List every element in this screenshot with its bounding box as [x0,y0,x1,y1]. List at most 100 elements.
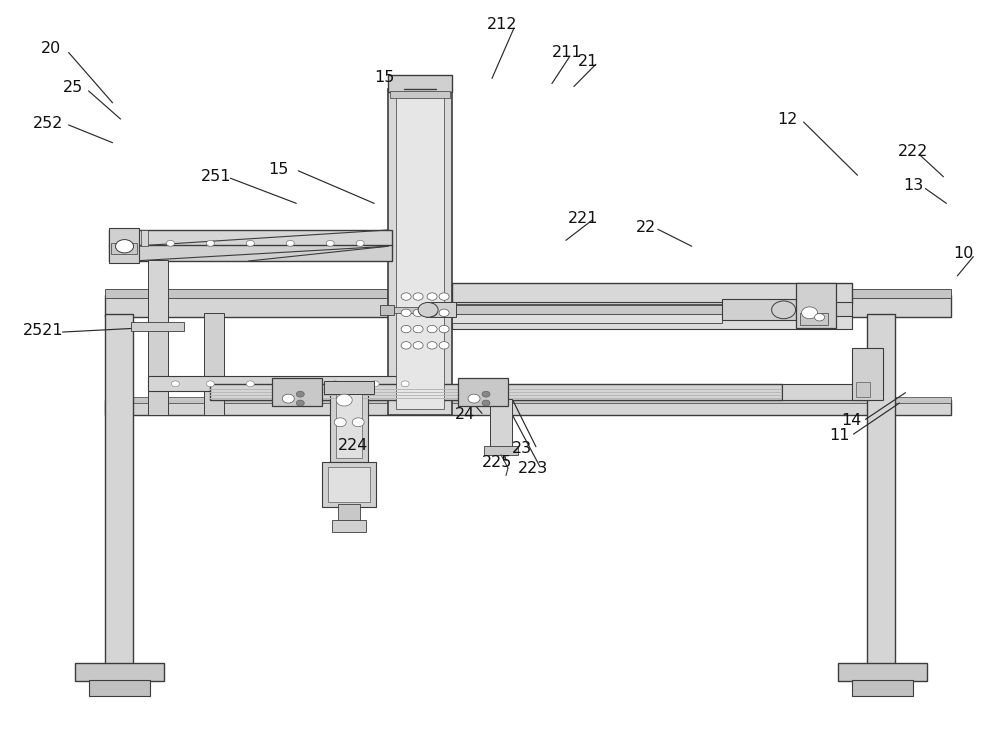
Bar [105,400,951,415]
Bar [109,228,139,262]
Text: 212: 212 [487,17,518,32]
Circle shape [439,342,449,349]
Circle shape [439,309,449,316]
Bar [272,378,322,406]
Text: 251: 251 [200,169,231,185]
Circle shape [413,325,423,333]
Circle shape [815,313,825,321]
Bar [396,94,444,409]
Bar [852,348,883,400]
Circle shape [482,400,490,406]
Text: 12: 12 [778,112,798,127]
Bar [322,462,376,507]
Circle shape [401,342,411,349]
Circle shape [352,418,364,427]
Bar [867,314,895,666]
Circle shape [427,309,437,316]
Bar [109,245,392,261]
Circle shape [401,381,409,387]
Bar [452,307,792,313]
Circle shape [334,418,346,427]
Circle shape [282,394,294,403]
Bar [490,399,512,452]
Bar [109,230,392,246]
Text: 24: 24 [455,408,475,422]
Bar [452,316,852,329]
Circle shape [206,240,214,246]
Circle shape [439,293,449,300]
Circle shape [401,325,411,333]
Circle shape [171,381,179,387]
Bar [390,307,430,313]
Bar [458,378,508,406]
Bar [148,259,168,326]
Circle shape [418,302,438,317]
Bar [390,91,450,99]
Text: 20: 20 [41,41,61,56]
Text: 223: 223 [518,461,548,476]
Bar [210,389,782,391]
Circle shape [286,240,294,246]
Bar [111,242,137,253]
Bar [452,283,852,304]
Bar [105,289,951,298]
Bar [330,390,368,462]
Bar [89,679,150,696]
Circle shape [772,301,796,319]
Bar [338,504,360,522]
Bar [105,295,951,317]
Circle shape [296,391,304,397]
Text: 21: 21 [578,54,598,69]
Bar [75,663,164,681]
Text: 22: 22 [636,219,656,234]
Bar [452,302,852,317]
Bar [324,381,374,394]
Bar [210,392,782,393]
Bar [105,314,133,666]
Bar [131,322,184,330]
Text: 23: 23 [512,441,532,456]
Text: 225: 225 [482,455,512,470]
Bar [782,384,871,400]
Circle shape [296,400,304,406]
Bar [210,384,782,400]
Circle shape [802,307,818,319]
Bar [838,663,927,681]
Text: 14: 14 [842,413,862,428]
Text: 222: 222 [897,144,928,159]
Bar [328,467,370,502]
Circle shape [427,293,437,300]
Bar [452,304,722,323]
Text: 15: 15 [268,162,289,177]
Circle shape [206,381,214,387]
Bar [800,313,828,325]
Circle shape [482,391,490,397]
Circle shape [116,239,134,253]
Circle shape [246,240,254,246]
Circle shape [427,325,437,333]
Bar [380,305,394,315]
Bar [484,446,518,455]
Bar [141,230,148,246]
Circle shape [331,381,339,387]
Bar [148,376,428,391]
Circle shape [371,381,379,387]
Text: 2521: 2521 [23,323,63,338]
Text: 252: 252 [33,116,63,131]
Text: 211: 211 [552,45,583,60]
Bar [856,382,870,397]
Text: 25: 25 [63,81,83,96]
Bar [426,302,456,317]
Bar [210,398,782,399]
Bar [796,283,836,328]
Text: 11: 11 [830,428,850,443]
Circle shape [326,240,334,246]
Bar [332,520,366,532]
Bar [852,679,913,696]
Circle shape [413,342,423,349]
Circle shape [401,293,411,300]
Circle shape [336,394,352,406]
Bar [105,397,951,403]
Bar [336,394,362,458]
Circle shape [166,240,174,246]
